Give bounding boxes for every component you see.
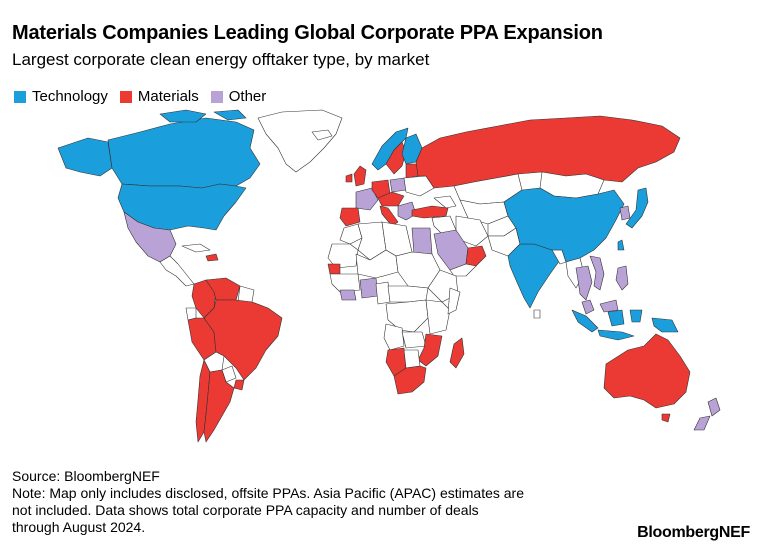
region-png bbox=[651, 317, 679, 333]
region-india bbox=[507, 243, 561, 309]
legend-item-technology: Technology bbox=[14, 88, 108, 105]
note-line-2: not included. Data shows total corporate… bbox=[12, 502, 479, 518]
region-west-sahara-mauritania bbox=[327, 243, 359, 269]
region-malaysia bbox=[581, 299, 619, 315]
legend-label-technology: Technology bbox=[32, 88, 108, 105]
legend-swatch-materials bbox=[119, 90, 132, 103]
region-baltics bbox=[405, 163, 419, 179]
region-zambia bbox=[401, 331, 427, 349]
region-egypt bbox=[411, 227, 433, 255]
region-australia bbox=[603, 333, 691, 409]
region-alaska bbox=[57, 137, 113, 177]
region-vietnam bbox=[589, 255, 605, 291]
region-brazil bbox=[203, 299, 283, 381]
region-ukraine bbox=[403, 175, 435, 197]
region-south-africa bbox=[393, 365, 427, 395]
region-canada-islands bbox=[159, 109, 247, 123]
region-caucasus bbox=[433, 195, 457, 209]
chart-title: Materials Companies Leading Global Corpo… bbox=[12, 22, 603, 44]
region-korea bbox=[619, 205, 631, 221]
region-kenya-tanzania bbox=[425, 299, 451, 335]
region-angola bbox=[383, 323, 405, 351]
region-japan bbox=[625, 187, 649, 229]
region-turkey bbox=[411, 205, 449, 219]
region-france bbox=[355, 187, 379, 211]
region-sri-lanka bbox=[533, 309, 541, 319]
source-text: Source: BloombergNEF bbox=[12, 468, 160, 484]
region-china bbox=[503, 187, 625, 263]
region-central-america bbox=[159, 255, 195, 287]
region-west-africa bbox=[329, 273, 361, 293]
region-senegal bbox=[327, 263, 341, 275]
region-iberia bbox=[339, 207, 361, 227]
region-philippines bbox=[615, 265, 629, 291]
chart-subtitle: Largest corporate clean energy offtaker … bbox=[12, 50, 430, 69]
region-thailand bbox=[575, 265, 593, 301]
region-somalia bbox=[447, 287, 461, 315]
legend-label-other: Other bbox=[228, 88, 267, 105]
region-madagascar bbox=[449, 337, 465, 369]
legend-swatch-technology bbox=[14, 90, 26, 103]
region-cameroon bbox=[375, 281, 391, 305]
region-drc bbox=[385, 299, 429, 333]
footer: Source: BloombergNEF Note: Map only incl… bbox=[12, 468, 612, 536]
brand-logo: BloombergNEF bbox=[637, 524, 750, 541]
legend: Technology Materials Other bbox=[14, 88, 278, 105]
region-central-africa bbox=[387, 285, 429, 303]
region-mozambique bbox=[417, 333, 443, 367]
region-iceland bbox=[311, 129, 333, 141]
region-poland bbox=[389, 177, 407, 193]
region-balkans bbox=[397, 201, 417, 221]
region-argentina bbox=[203, 369, 235, 443]
note-line-3: through August 2024. bbox=[12, 519, 146, 535]
region-new-zealand bbox=[693, 397, 721, 431]
legend-swatch-other bbox=[210, 90, 223, 103]
legend-label-materials: Materials bbox=[137, 88, 199, 105]
region-taiwan bbox=[617, 239, 625, 251]
region-canada bbox=[107, 117, 261, 189]
region-uruguay bbox=[233, 379, 245, 391]
region-ghana-ivory bbox=[339, 289, 357, 301]
region-tasmania bbox=[661, 413, 671, 423]
region-uae-oman bbox=[465, 245, 487, 267]
region-guianas bbox=[237, 285, 255, 303]
region-uk bbox=[353, 165, 367, 187]
region-cuba bbox=[181, 243, 211, 253]
region-nigeria bbox=[359, 277, 379, 299]
legend-item-other: Other bbox=[210, 88, 267, 105]
legend-item-materials: Materials bbox=[119, 88, 199, 105]
region-indonesia bbox=[571, 309, 643, 341]
region-ireland bbox=[345, 173, 353, 183]
note-line-1: Note: Map only includes disclosed, offsi… bbox=[12, 485, 524, 501]
region-morocco bbox=[339, 223, 363, 245]
region-central-europe bbox=[377, 191, 405, 207]
world-map bbox=[57, 109, 721, 443]
region-botswana bbox=[403, 349, 421, 369]
region-dominican-rep bbox=[205, 253, 219, 262]
region-greenland bbox=[257, 109, 343, 173]
